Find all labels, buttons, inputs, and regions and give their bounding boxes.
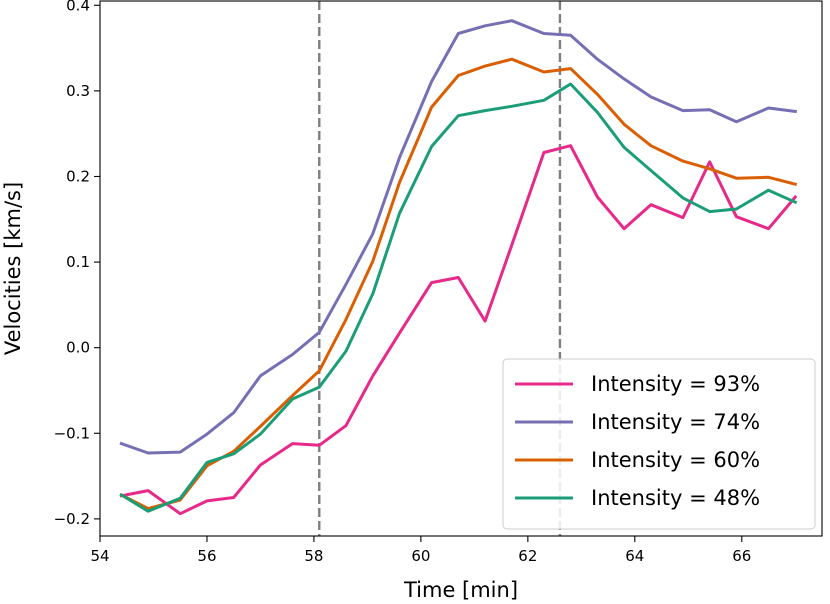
y-tick-label: 0.2 <box>66 167 90 185</box>
x-tick-label: 66 <box>732 547 751 565</box>
y-tick-label: 0.3 <box>66 82 90 100</box>
legend-label-intensity-93: Intensity = 93% <box>591 372 760 396</box>
series-line-intensity-48 <box>119 82 798 513</box>
series-line-intensity-74 <box>119 19 797 455</box>
y-tick-label: 0.0 <box>66 339 90 357</box>
legend: Intensity = 93% Intensity = 74% Intensity … <box>502 358 816 530</box>
series-lines <box>119 19 798 516</box>
series-line-intensity-93 <box>119 144 798 516</box>
x-tick-label: 58 <box>304 547 323 565</box>
legend-label-intensity-48: Intensity = 48% <box>591 486 760 510</box>
x-tick-label: 60 <box>411 547 430 565</box>
x-tick-label: 54 <box>90 547 109 565</box>
x-axis-ticks: 54 56 58 60 62 64 66 <box>90 536 751 565</box>
y-axis-label: Velocities [km/s] <box>1 182 25 355</box>
y-tick-label: 0.4 <box>66 0 90 14</box>
legend-label-intensity-60: Intensity = 60% <box>591 448 760 472</box>
legend-label-intensity-74: Intensity = 74% <box>591 410 760 434</box>
y-axis-ticks: −0.2 −0.1 0.0 0.1 0.2 0.3 0.4 <box>54 0 100 528</box>
x-tick-label: 56 <box>197 547 216 565</box>
x-tick-label: 64 <box>625 547 644 565</box>
x-axis-label: Time [min] <box>403 578 518 602</box>
x-tick-label: 62 <box>518 547 537 565</box>
legend-box <box>502 358 816 530</box>
series-line-intensity-60 <box>119 57 798 511</box>
plot-frame <box>99 0 823 537</box>
y-tick-label: −0.2 <box>54 510 90 528</box>
y-tick-label: 0.1 <box>66 253 90 271</box>
y-tick-label: −0.1 <box>54 424 90 442</box>
